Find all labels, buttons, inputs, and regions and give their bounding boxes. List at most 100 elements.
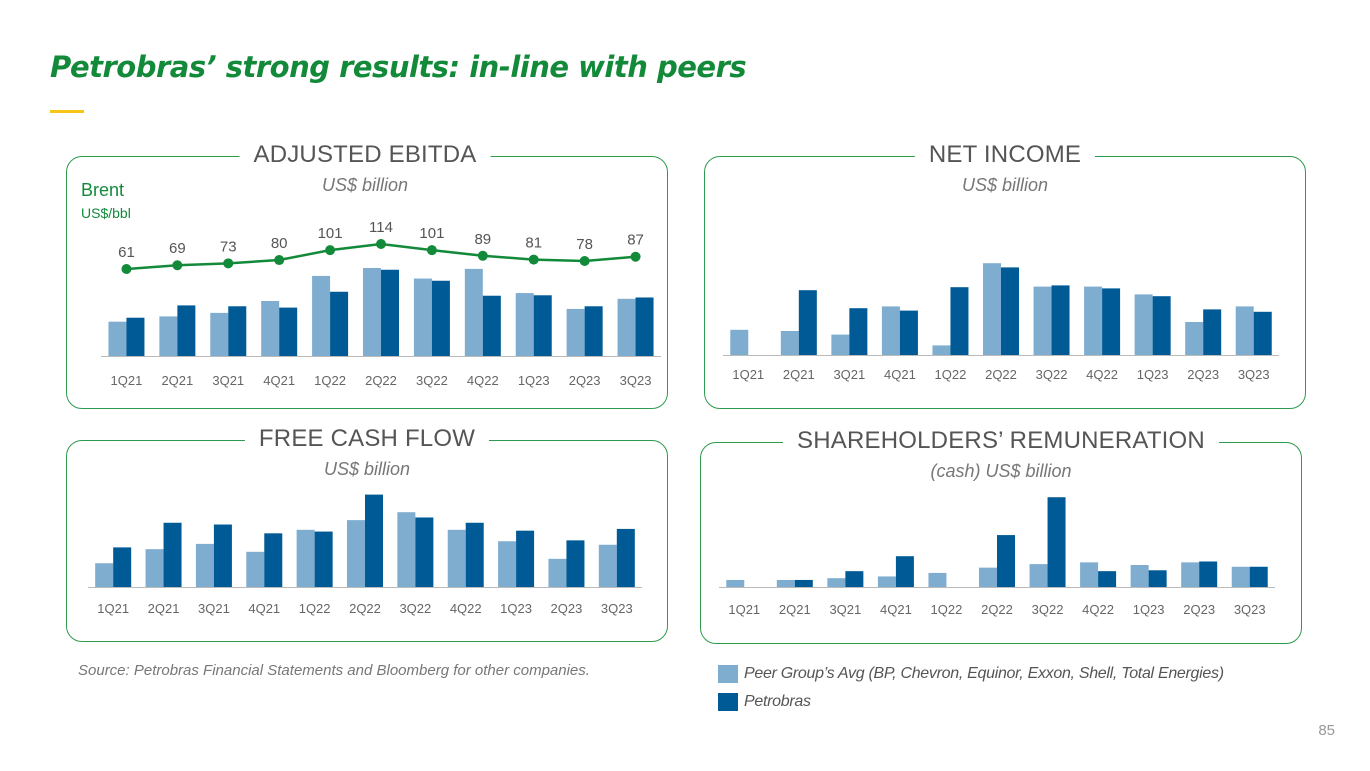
x-tick-label: 1Q22 [299, 601, 331, 616]
x-tick-label: 2Q22 [981, 602, 1013, 617]
bar-petrobras-3q21 [845, 571, 864, 587]
x-tick-label: 3Q22 [416, 373, 448, 388]
x-tick-label: 4Q21 [880, 602, 912, 617]
bar-petrobras-2q21 [163, 522, 182, 587]
bar-peer-4q21 [246, 551, 265, 587]
bar-peer-3q23 [1231, 566, 1250, 587]
bar-peer-1q22 [296, 529, 315, 587]
bar-peer-4q22 [464, 268, 483, 356]
bar-petrobras-4q21 [899, 310, 918, 355]
ebitda-title: ADJUSTED EBITDA [239, 141, 491, 169]
remuneration-title: SHAREHOLDERS’ REMUNERATION [783, 427, 1219, 455]
brent-value-label: 87 [627, 232, 644, 249]
bar-peer-3q23 [1235, 306, 1254, 355]
legend-item-petrobras: Petrobras [718, 688, 1224, 716]
x-tick-label: 2Q23 [569, 373, 601, 388]
bar-peer-2q22 [979, 567, 997, 587]
page-number: 85 [1318, 722, 1335, 739]
ebitda-panel: ADJUSTED EBITDA US$ billion Brent US$/bb… [66, 141, 668, 409]
x-tick-label: 2Q23 [1187, 367, 1219, 382]
brent-value-label: 89 [474, 231, 491, 248]
brent-value-label: 78 [576, 236, 593, 253]
x-tick-label: 3Q21 [212, 373, 244, 388]
bar-petrobras-3q23 [635, 297, 654, 356]
bar-peer-2q21 [780, 331, 799, 355]
brent-value-label: 61 [118, 244, 135, 261]
bar-peer-1q23 [498, 541, 517, 587]
x-tick-label: 4Q21 [263, 373, 295, 388]
bar-petrobras-4q22 [482, 295, 501, 356]
brent-point [223, 258, 234, 269]
x-tick-label: 4Q22 [1086, 367, 1118, 382]
brent-point [274, 255, 285, 266]
x-tick-label: 3Q23 [601, 601, 633, 616]
x-tick-label: 2Q21 [148, 601, 180, 616]
fcf-chart: 1Q21 2Q21 3Q21 4Q21 1Q22 2Q22 3Q22 4Q22 1Q23 2Q23… [88, 494, 642, 616]
x-tick-label: 1Q21 [111, 373, 143, 388]
page-title: Petrobras’ strong results: in-line with … [50, 50, 747, 84]
ebitda-chart: 1Q21 2Q21 3Q21 4Q21 1Q22 2Q22 3Q22 4Q22 1Q23 2Q23… [101, 219, 661, 388]
bar-petrobras-2q22 [381, 269, 399, 356]
bar-petrobras-3q21 [849, 308, 868, 355]
bar-petrobras-3q23 [1249, 566, 1268, 587]
bar-petrobras-2q21 [177, 305, 196, 356]
brent-value-label: 101 [419, 225, 444, 242]
x-tick-label: 1Q23 [1137, 367, 1169, 382]
bar-peer-3q22 [1033, 286, 1052, 355]
brent-point [630, 251, 641, 262]
brent-value-label: 80 [271, 235, 288, 252]
legend-swatch-peer [718, 665, 738, 683]
bar-peer-1q21 [726, 579, 745, 587]
bar-petrobras-3q22 [431, 280, 450, 356]
bar-petrobras-1q22 [950, 287, 969, 355]
bar-petrobras-3q21 [213, 524, 232, 587]
bar-petrobras-4q22 [1102, 288, 1121, 355]
fcf-panel: FREE CASH FLOW US$ billion 1Q21 2Q21 3Q21 4… [66, 425, 668, 642]
bar-petrobras-2q23 [1199, 561, 1218, 587]
x-tick-label: 3Q22 [1032, 602, 1064, 617]
x-tick-label: 4Q22 [1082, 602, 1114, 617]
x-tick-label: 2Q23 [551, 601, 583, 616]
bar-peer-2q23 [566, 308, 585, 356]
bar-peer-4q22 [1084, 286, 1103, 355]
bar-petrobras-4q22 [1098, 571, 1117, 587]
bar-petrobras-3q22 [1051, 285, 1070, 355]
x-tick-label: 2Q21 [779, 602, 811, 617]
x-tick-label: 3Q23 [1238, 367, 1270, 382]
bar-petrobras-2q22 [365, 494, 383, 587]
x-tick-label: 1Q23 [1133, 602, 1165, 617]
bar-petrobras-1q22 [330, 291, 349, 356]
remuneration-chart: 1Q21 2Q21 3Q21 4Q21 1Q22 2Q22 3Q22 4Q22 1Q23 2Q23… [719, 497, 1275, 617]
bar-petrobras-3q22 [415, 517, 434, 587]
bar-peer-1q23 [1130, 565, 1149, 587]
brent-point [477, 250, 488, 261]
x-tick-label: 1Q22 [935, 367, 967, 382]
x-tick-label: 1Q23 [518, 373, 550, 388]
x-tick-label: 1Q23 [500, 601, 532, 616]
bar-petrobras-2q21 [794, 579, 813, 587]
x-tick-label: 4Q21 [884, 367, 916, 382]
bar-peer-3q22 [397, 512, 416, 587]
brent-point [579, 255, 590, 266]
x-tick-label: 1Q21 [728, 602, 760, 617]
bar-peer-3q23 [617, 298, 636, 356]
bar-petrobras-1q21 [113, 547, 132, 587]
brent-value-label: 69 [169, 240, 186, 257]
bar-peer-3q21 [195, 543, 214, 587]
bar-peer-4q21 [877, 576, 896, 587]
bar-peer-4q21 [261, 301, 280, 356]
x-tick-label: 3Q21 [198, 601, 230, 616]
bar-peer-1q22 [932, 345, 951, 355]
bar-petrobras-4q21 [895, 556, 914, 587]
x-tick-label: 3Q22 [399, 601, 431, 616]
bar-petrobras-4q21 [279, 307, 298, 356]
bar-peer-2q21 [145, 549, 164, 587]
net-income-chart: 1Q21 2Q21 3Q21 4Q21 1Q22 2Q22 3Q22 4Q22 1Q23 2Q23… [723, 263, 1279, 382]
source-note: Source: Petrobras Financial Statements a… [78, 662, 590, 679]
bar-peer-1q23 [515, 293, 534, 356]
brent-point [172, 260, 183, 271]
bar-peer-1q21 [108, 321, 127, 356]
brent-point [121, 264, 132, 274]
x-tick-label: 3Q23 [620, 373, 652, 388]
bar-petrobras-3q22 [1047, 497, 1066, 587]
